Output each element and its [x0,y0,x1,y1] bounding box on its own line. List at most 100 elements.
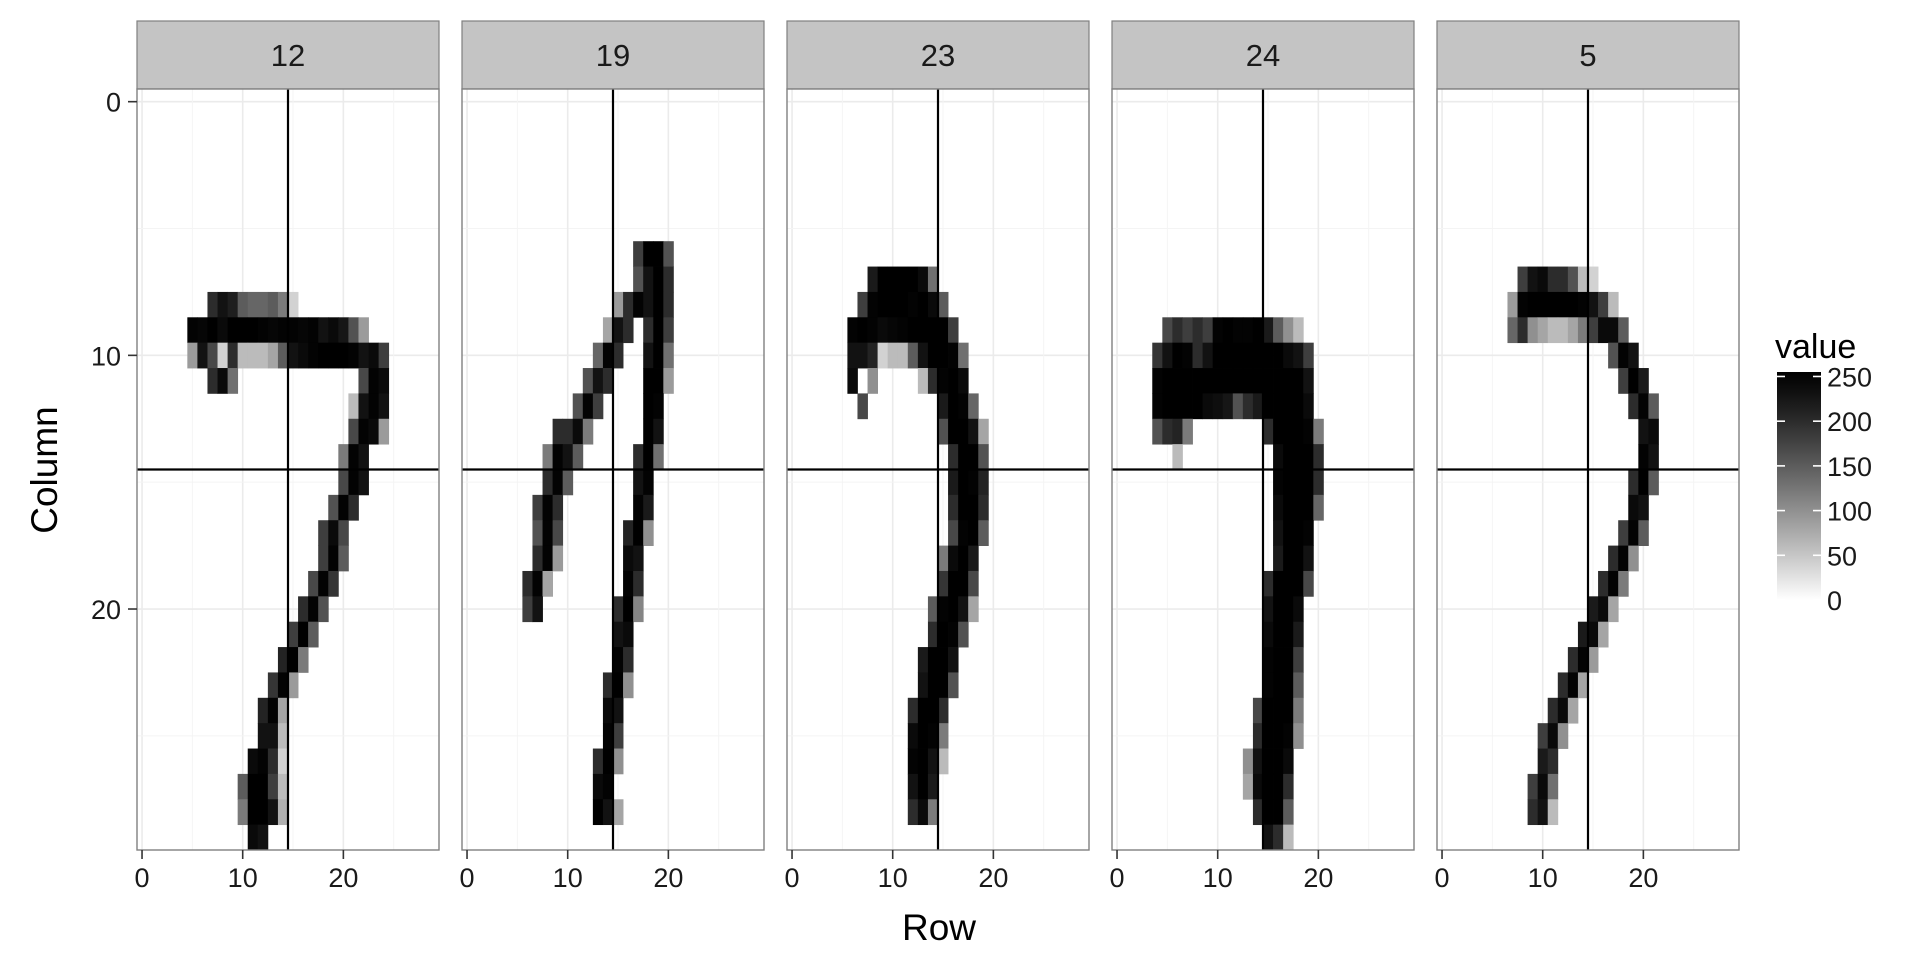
heatmap-tile [562,469,574,496]
heatmap-tile [247,748,259,775]
heatmap-tile [1577,621,1589,648]
heatmap-tile [1527,799,1539,826]
heatmap-tile [633,444,644,470]
heatmap-tile [318,596,329,623]
heatmap-tile [907,748,919,775]
heatmap-tile [1172,393,1183,420]
heatmap-tile [1263,596,1274,623]
heatmap-tile [968,393,979,420]
heatmap-tile [1283,494,1294,521]
heatmap-tile [623,647,634,673]
heatmap-tile [542,494,553,521]
heatmap-tile [1263,342,1274,369]
heatmap-tile [867,368,878,394]
heatmap-tile [592,773,604,800]
heatmap-tile [522,596,533,623]
heatmap-tile [1577,647,1589,673]
heatmap-tile [1577,291,1589,318]
heatmap-tile [592,748,604,775]
heatmap-tile [1588,647,1599,673]
heatmap-tile [653,444,664,470]
heatmap-tile [1638,368,1649,394]
heatmap-tile [907,697,919,724]
heatmap-tile [1263,647,1274,673]
heatmap-tile [267,697,279,724]
colorbar-tick-label: 150 [1827,452,1872,482]
heatmap-tile [1273,647,1284,673]
heatmap-tile [1537,723,1549,749]
heatmap-tile [592,368,604,394]
heatmap-tile [613,596,624,623]
heatmap-tile [958,418,969,445]
heatmap-tile [572,418,584,445]
heatmap-tile [948,418,959,445]
heatmap-tile [1618,520,1629,546]
heatmap-tile [1547,799,1559,826]
heatmap-tiles [1507,266,1659,826]
facet-strip [1111,20,1415,90]
heatmap-tile [267,672,279,699]
heatmap-tile [958,368,969,394]
heatmap-tile [1283,799,1294,826]
heatmap-tile [1202,342,1214,369]
heatmap-tile [978,469,989,496]
heatmap-tile [1263,368,1274,394]
heatmap-tile [1273,621,1284,648]
facet-panel: 23 [786,20,1090,851]
heatmap-tile [298,621,309,648]
heatmap-tile [368,368,379,394]
panel-border [136,88,440,851]
heatmap-tile [927,799,939,826]
heatmap-tile [633,545,644,572]
facet-strip-label: 12 [271,38,305,73]
heatmap-tiles [1152,317,1324,851]
heatmap-tile [247,342,259,369]
heatmap-tile [643,469,654,496]
heatmap-tile [1517,291,1528,318]
heatmap-tile [1537,748,1549,775]
heatmap-tile [187,317,198,344]
heatmap-tile [552,545,564,572]
heatmap-tile [978,520,989,546]
heatmap-tile [1557,723,1569,749]
x-tick-label: 0 [1110,863,1125,893]
heatmap-tile [1628,342,1639,369]
heatmap-tile [1638,494,1649,521]
heatmap-tile [948,621,959,648]
heatmap-tile [907,266,919,293]
x-tick-label: 20 [978,863,1008,893]
x-tick-label: 10 [1528,863,1558,893]
heatmap-tile [277,697,289,724]
heatmap-tile [938,368,949,394]
heatmap-tile [358,469,369,496]
heatmap-tile [1303,494,1314,521]
heatmap-tile [1252,368,1264,394]
heatmap-tile [1527,291,1539,318]
heatmap-tile [1588,596,1599,623]
heatmap-tile [1162,342,1173,369]
heatmap-tiles [522,241,674,826]
heatmap-tile [1242,368,1254,394]
heatmap-tile [1232,342,1244,369]
heatmap-tile [257,773,269,800]
heatmap-tile [298,647,309,673]
heatmap-tile [562,418,574,445]
heatmap-tile [643,241,654,267]
heatmap-tile [1588,266,1599,293]
heatmap-tile [958,494,969,521]
heatmap-tile [927,773,939,800]
heatmap-tile [1293,520,1304,546]
heatmap-tile [1608,570,1619,597]
heatmap-tile [1293,494,1304,521]
heatmap-tile [1293,368,1304,394]
facet-panel: 5 [1436,20,1740,851]
heatmap-tile [633,520,644,546]
heatmap-tile [267,748,279,775]
heatmap-tile [1152,393,1163,420]
heatmap-tile [847,368,858,394]
heatmap-tile [958,570,969,597]
heatmap-tile [917,672,929,699]
heatmap-tile [917,773,929,800]
heatmap-tile [978,444,989,470]
heatmap-tile [877,342,889,369]
